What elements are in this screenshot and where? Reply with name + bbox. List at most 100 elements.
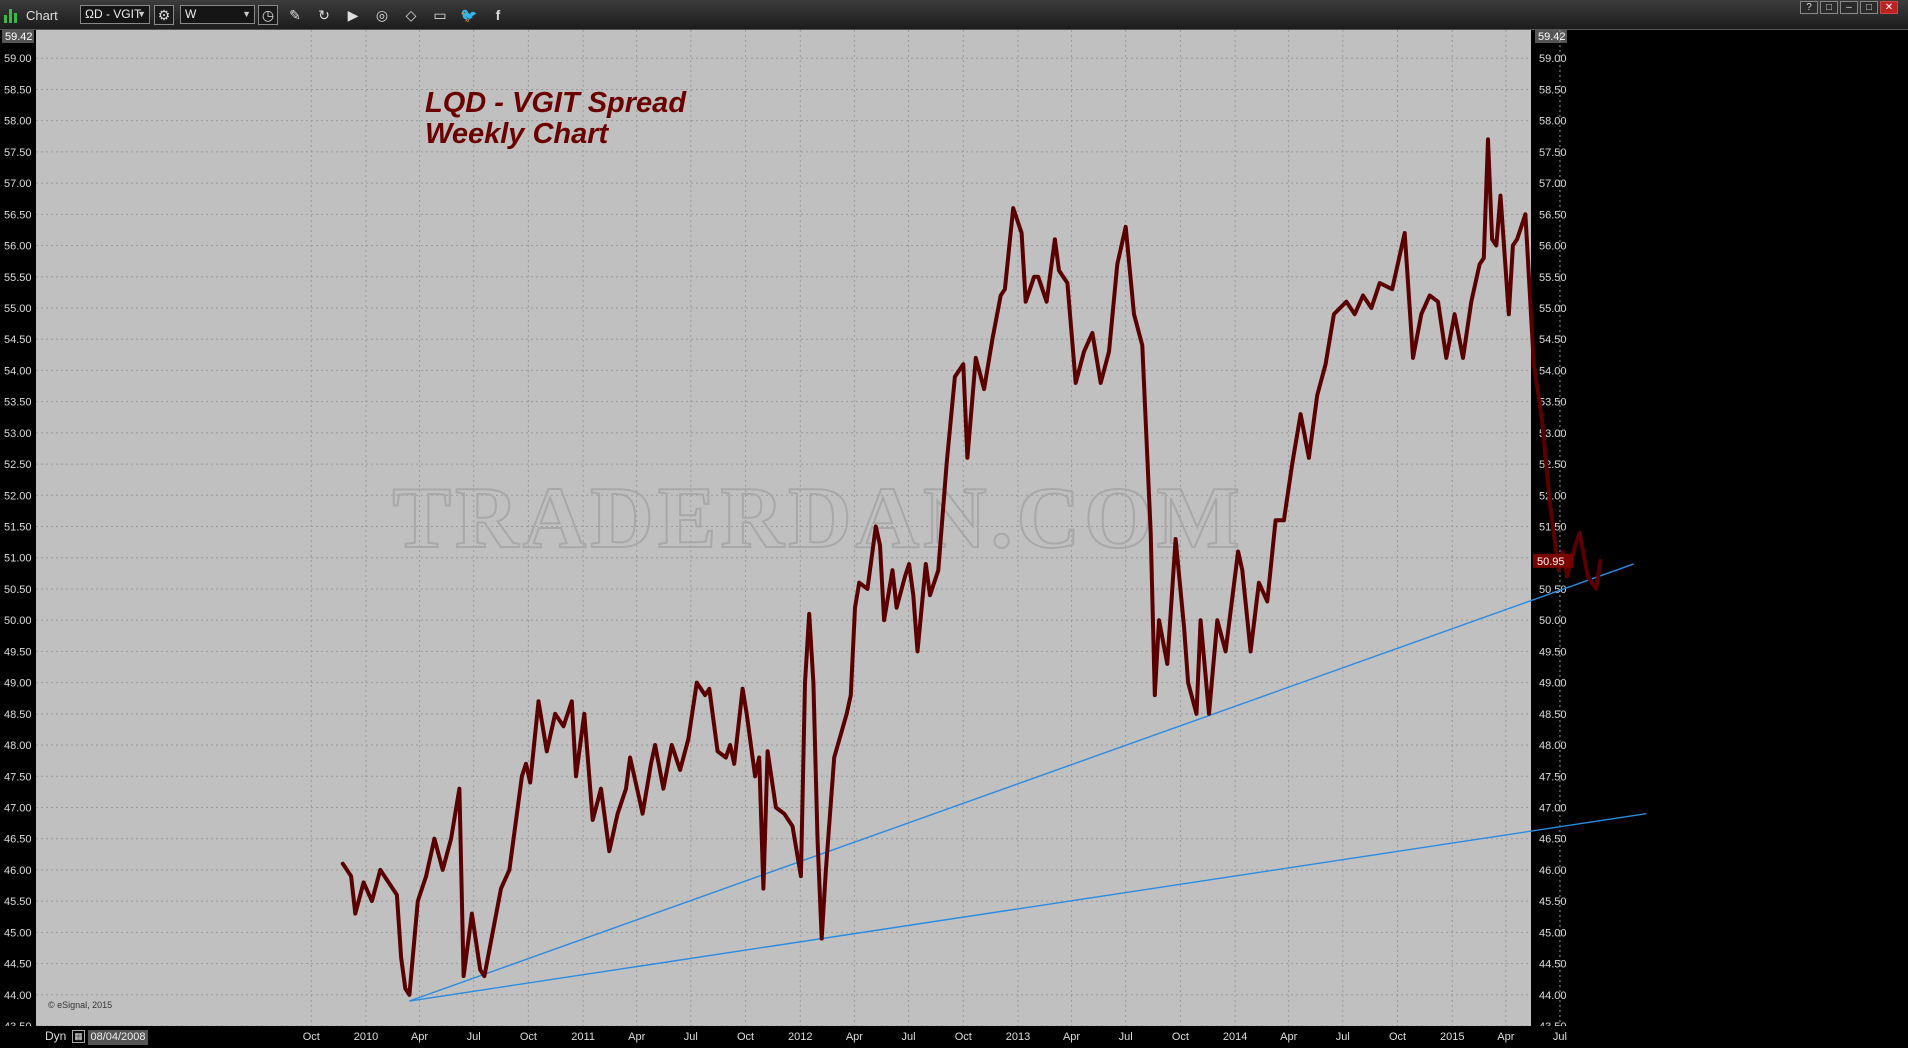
chart-area[interactable]: 59.00 59.00 58.50 58.50 58.00 58.00 57.50 57.50… [0, 30, 1908, 1026]
start-date[interactable]: 08/04/2008 [88, 1030, 148, 1045]
y-tick-label-right: 44.50 [1539, 959, 1567, 971]
series-line [340, 137, 1603, 997]
y-tick-label-left: 54.50 [4, 334, 32, 346]
x-tick-label: Apr [410, 1031, 429, 1043]
trendline [409, 813, 1647, 1002]
symbol-combo[interactable]: ΩD - VGIT ▼ [80, 5, 150, 24]
y-tick-label-left: 57.50 [4, 147, 32, 159]
interval-combo[interactable]: W ▼ [180, 5, 255, 24]
interval-value: W [185, 7, 197, 21]
y-tick-label-right: 46.00 [1539, 865, 1567, 877]
x-tick-label: 2011 [571, 1031, 595, 1043]
y-tick-label-left: 47.00 [4, 802, 32, 814]
y-tick-label-left: 54.00 [4, 365, 32, 377]
plot-background [36, 30, 1531, 1026]
watermark: TRADERDAN.COM [392, 470, 1243, 567]
play-icon[interactable]: ▶ [347, 7, 359, 23]
title-bar: Chart ΩD - VGIT ▼ ⚙ W ▼ ◷ ✎ ↻ ▶ ◎ ◇ ▭ 🐦 … [0, 0, 1908, 30]
y-tick-label-left: 53.00 [4, 428, 32, 440]
y-tick-label-left: 58.00 [4, 116, 32, 128]
y-tick-label-left: 46.00 [4, 865, 32, 877]
x-tick-label: 2014 [1222, 1031, 1248, 1043]
y-tick-label-right: 56.50 [1539, 209, 1567, 221]
x-tick-label: Jul [901, 1031, 916, 1043]
y-tick-label-left: 52.00 [4, 490, 32, 502]
gear-icon[interactable]: ⚙ [154, 5, 174, 25]
chart-subtitle: Weekly Chart [425, 118, 610, 150]
y-tick-label-right: 44.00 [1539, 990, 1567, 1002]
y-tick-label-right: 45.50 [1539, 896, 1567, 908]
y-tick-label-right: 45.00 [1539, 927, 1567, 939]
y-tick-label-right: 47.50 [1539, 771, 1567, 783]
y-tick-label-left: 44.50 [4, 959, 32, 971]
y-tick-label-right: 56.00 [1539, 241, 1567, 253]
x-tick-label: Oct [302, 1031, 320, 1043]
y-tick-label-left: 45.50 [4, 896, 32, 908]
window-title: Chart [26, 8, 58, 23]
restore-icon[interactable]: □ [1820, 1, 1838, 14]
line-chart: 59.00 59.00 58.50 58.50 58.00 58.00 57.50 57.50… [0, 30, 1908, 1026]
y-tick-label-left: 55.50 [4, 272, 32, 284]
right-axis-background [1531, 30, 1908, 1026]
y-tick-label-right: 49.00 [1539, 678, 1567, 690]
y-tick-label-left: 47.50 [4, 771, 32, 783]
y-tick-label-left: 45.00 [4, 927, 32, 939]
y-tick-label-left: 48.50 [4, 709, 32, 721]
x-tick-label: Oct [736, 1031, 755, 1043]
y-tick-label-right: 46.50 [1539, 834, 1567, 846]
trendline [409, 563, 1634, 1002]
y-tick-label-left: 49.50 [4, 646, 32, 658]
y-tick-label-left: 56.00 [4, 241, 32, 253]
help-icon[interactable]: ? [1800, 1, 1818, 14]
facebook-icon[interactable]: f [495, 7, 501, 23]
y-tick-label-right: 55.50 [1539, 272, 1567, 284]
scan-icon[interactable]: ◎ [375, 7, 389, 23]
x-tick-label: 2015 [1440, 1031, 1465, 1043]
y-tick-label-right: 57.00 [1539, 178, 1567, 190]
y-tick-label-right: 58.00 [1539, 116, 1567, 128]
y-tick-label-right: 43.50 [1539, 1021, 1567, 1026]
y-tick-label-left: 52.50 [4, 459, 32, 471]
twitter-icon[interactable]: 🐦 [460, 7, 478, 23]
x-tick-label: 2013 [1005, 1031, 1031, 1043]
chevron-down-icon: ▼ [242, 9, 251, 19]
x-tick-label: Apr [1280, 1031, 1298, 1043]
x-tick-label: Oct [1388, 1031, 1407, 1043]
y-top-badge-left-label: 59.42 [5, 31, 33, 43]
y-tick-label-right: 48.00 [1539, 740, 1567, 752]
comment-icon[interactable]: ▭ [433, 7, 447, 23]
x-tick-label: Oct [1171, 1031, 1189, 1043]
close-icon[interactable]: ✕ [1880, 1, 1898, 14]
y-tick-label-left: 50.00 [4, 615, 32, 627]
pencil-icon[interactable]: ✎ [289, 7, 301, 23]
x-tick-label: 2010 [353, 1031, 379, 1043]
clock-icon[interactable]: ◷ [258, 5, 278, 25]
eraser-icon[interactable]: ◇ [405, 7, 417, 23]
y-tick-label-right: 52.00 [1539, 490, 1567, 502]
x-tick-label: Apr [845, 1031, 863, 1043]
time-axis-bar: Dyn ▦ 08/04/2008 Oct 2010 Apr Jul Oct 2011 Apr… [0, 1026, 1908, 1048]
y-tick-label-left: 44.00 [4, 990, 32, 1002]
refresh-icon[interactable]: ↻ [318, 7, 330, 23]
x-tick-label: Jul [1118, 1031, 1133, 1043]
y-tick-label-left: 57.00 [4, 178, 32, 190]
x-tick-label: Apr [1497, 1031, 1515, 1043]
x-tick-label: Jul [683, 1031, 698, 1043]
x-tick-label: Oct [954, 1031, 972, 1043]
y-tick-label-left: 50.50 [4, 584, 32, 596]
maximize-icon[interactable]: □ [1860, 1, 1878, 14]
calendar-icon[interactable]: ▦ [72, 1030, 85, 1043]
x-tick-label: Apr [628, 1031, 646, 1043]
y-tick-label-left: 48.00 [4, 740, 32, 752]
y-tick-label-right: 48.50 [1539, 709, 1567, 721]
y-tick-label-left: 43.50 [4, 1021, 32, 1026]
minimize-icon[interactable]: – [1840, 1, 1858, 14]
y-tick-label-left: 51.00 [4, 553, 32, 565]
chart-title: LQD - VGIT Spread [425, 87, 687, 119]
y-tick-label-right: 59.00 [1539, 53, 1567, 65]
x-tick-label: Apr [1062, 1031, 1081, 1043]
y-tick-label-right: 54.50 [1539, 334, 1567, 346]
y-tick-label-left: 59.00 [4, 53, 32, 65]
y-tick-label-right: 54.00 [1539, 365, 1567, 377]
